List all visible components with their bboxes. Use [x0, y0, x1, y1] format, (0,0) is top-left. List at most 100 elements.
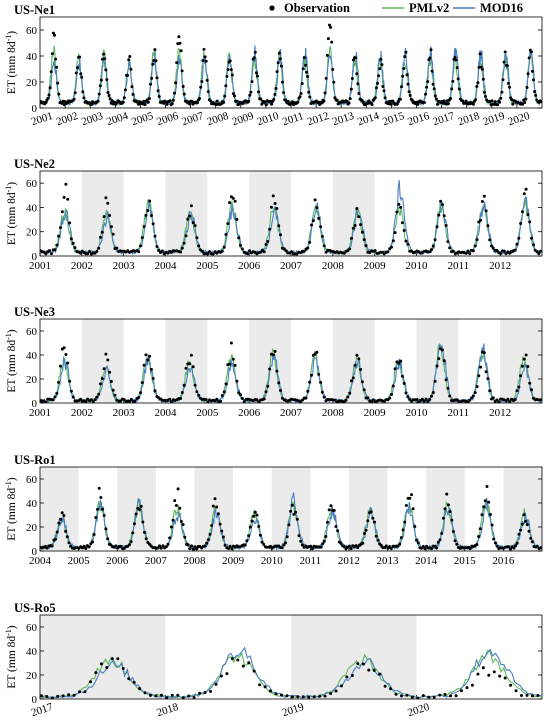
observation-point — [522, 192, 526, 196]
observation-point — [405, 73, 409, 77]
observation-point — [379, 543, 383, 547]
observation-point — [252, 514, 256, 518]
observation-point — [48, 249, 51, 253]
observation-point — [495, 249, 499, 252]
observation-point — [129, 397, 133, 401]
observation-point — [231, 357, 235, 361]
observation-point — [73, 91, 77, 95]
observation-point — [99, 662, 103, 666]
observation-point — [211, 252, 215, 256]
observation-point — [333, 398, 337, 402]
observation-point — [530, 236, 533, 240]
observation-point — [64, 182, 68, 186]
observation-point — [396, 100, 400, 104]
observation-point — [400, 694, 403, 698]
observation-point — [403, 55, 407, 59]
observation-point — [442, 359, 446, 363]
observation-point — [493, 100, 497, 104]
series-line-mod16 — [40, 646, 542, 699]
x-tick-label: 2004 — [155, 407, 178, 419]
observation-point — [401, 528, 405, 532]
observation-point — [484, 94, 487, 98]
observation-point — [404, 504, 408, 507]
observation-point — [222, 245, 226, 249]
observation-point — [296, 695, 300, 699]
observation-point — [271, 353, 275, 357]
observation-point — [373, 520, 376, 524]
observation-point — [110, 99, 114, 103]
observation-point — [203, 544, 207, 548]
observation-point — [401, 74, 405, 78]
observation-point — [156, 546, 160, 550]
observation-point — [489, 103, 493, 107]
observation-point — [421, 544, 425, 548]
observation-point — [317, 372, 321, 376]
observation-point — [389, 547, 393, 551]
observation-point — [276, 61, 280, 65]
observation-point — [71, 241, 75, 245]
observation-point — [188, 214, 192, 218]
x-tick-label: 2005 — [130, 110, 155, 128]
observation-point — [329, 692, 333, 695]
observation-point — [475, 238, 479, 242]
observation-point — [322, 244, 326, 248]
x-tick-label: 2012 — [489, 407, 511, 419]
observation-point — [310, 547, 314, 551]
observation-point — [512, 546, 516, 550]
observation-point — [114, 544, 118, 548]
y-tick-label: 40 — [26, 350, 38, 362]
observation-point — [260, 540, 264, 544]
observation-point — [534, 93, 538, 97]
observation-point — [93, 398, 97, 402]
observation-point — [362, 388, 366, 392]
observation-point — [370, 103, 374, 106]
observation-point — [219, 674, 223, 678]
observation-point — [143, 103, 147, 106]
observation-point — [173, 499, 177, 503]
observation-point — [402, 229, 406, 232]
observation-point — [233, 199, 237, 203]
observation-point — [55, 65, 59, 69]
observation-point — [514, 544, 518, 548]
observation-point — [75, 66, 79, 70]
x-tick-label: 2014 — [356, 110, 381, 128]
observation-point — [59, 364, 62, 368]
observation-point — [508, 400, 512, 403]
observation-point — [285, 694, 289, 698]
observation-point — [350, 77, 354, 80]
observation-point — [161, 544, 165, 548]
observation-point — [402, 67, 406, 71]
observation-point — [425, 85, 429, 89]
observation-point — [415, 538, 418, 542]
observation-point — [119, 399, 122, 403]
panel-us-ro1: 0 20 40 60 2004 2005 2006 2007 2008 2009 2010 2011 2… — [4, 453, 543, 567]
observation-point — [104, 68, 108, 72]
observation-point — [444, 378, 448, 382]
observation-point — [432, 695, 436, 699]
observation-point — [348, 97, 352, 101]
x-tick-label: 2001 — [29, 260, 51, 272]
observation-point — [420, 397, 424, 401]
panel-title: US-Ro1 — [14, 453, 56, 467]
observation-point — [530, 388, 533, 392]
x-tick-label: 2016 — [492, 555, 515, 567]
y-tick-label: 20 — [26, 522, 38, 534]
observation-point — [69, 237, 73, 241]
observation-point — [356, 546, 360, 550]
y-axis-label: ET (mm 8d-1) — [4, 329, 18, 392]
observation-point — [324, 250, 328, 254]
observation-point — [214, 103, 218, 106]
observation-point — [83, 690, 87, 694]
observation-point — [388, 545, 392, 549]
observation-point — [235, 99, 239, 103]
observation-point — [318, 694, 322, 698]
observation-point — [157, 95, 161, 98]
observation-point — [515, 541, 519, 545]
x-tick-label: 2010 — [406, 407, 429, 419]
observation-point — [257, 90, 260, 94]
observation-point — [50, 696, 54, 699]
observation-point — [204, 398, 208, 401]
observation-point — [98, 84, 102, 88]
observation-point — [106, 537, 110, 541]
x-tick-label: 2012 — [338, 555, 360, 567]
